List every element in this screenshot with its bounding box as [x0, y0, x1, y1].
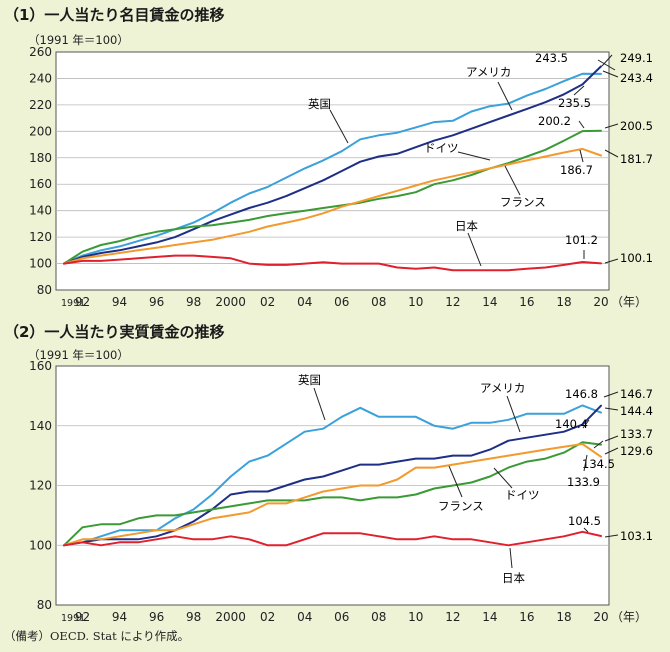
value-label-france-2019: 133.9: [567, 475, 600, 489]
value-label-germany-2020: 133.7: [620, 427, 653, 441]
value-label-usa-2019: 140.4: [555, 417, 588, 431]
value-label-uk-2020: 144.4: [620, 404, 653, 418]
y-tick-label: 160: [29, 177, 52, 191]
value-label-japan-2020: 100.1: [620, 251, 653, 265]
chart2-title: （2）一人当たり実質賃金の推移: [4, 323, 225, 341]
value-label-france-2020: 181.7: [620, 152, 653, 166]
x-axis-label: （年）: [611, 610, 647, 624]
value-label-uk-2020: 243.4: [620, 71, 653, 85]
series-line-usa: [63, 65, 602, 265]
x-tick-label: 04: [297, 610, 312, 624]
x-tick-label: 2000: [215, 295, 246, 309]
x-tick-label: 08: [371, 295, 386, 309]
value-label-japan-2020: 103.1: [620, 529, 653, 543]
series-line-japan: [63, 530, 602, 547]
series-label-germany: ドイツ: [424, 141, 459, 155]
x-tick-label: 94: [112, 610, 127, 624]
x-tick-label: 20: [593, 295, 608, 309]
value-label-france-2020: 129.6: [620, 444, 653, 458]
value-label-japan-2019: 104.5: [568, 514, 601, 528]
series-label-germany: ドイツ: [505, 488, 540, 502]
x-tick-label: 98: [186, 295, 201, 309]
series-label-usa: アメリカ: [480, 381, 525, 395]
x-tick-label: 94: [112, 295, 127, 309]
y-tick-label: 240: [29, 71, 52, 85]
value-label-usa-2020: 146.7: [620, 387, 653, 401]
value-label-uk-2019: 146.8: [565, 387, 598, 401]
series-line-uk: [63, 72, 602, 265]
y-tick-label: 120: [29, 230, 52, 244]
y-tick-label: 180: [29, 151, 52, 165]
series-label-japan: 日本: [455, 219, 478, 233]
y-tick-label: 80: [37, 598, 52, 612]
chart2-unit-label: （1991 年＝100）: [28, 348, 129, 362]
series-label-france: フランス: [500, 195, 546, 209]
y-tick-label: 140: [29, 419, 52, 433]
y-tick-label: 160: [29, 359, 52, 373]
series-line-germany: [63, 129, 602, 265]
x-tick-label: 02: [260, 610, 275, 624]
x-tick-label: 2000: [215, 610, 246, 624]
x-tick-label: 08: [371, 610, 386, 624]
chart1-title: （1）一人当たり名目賃金の推移: [4, 6, 225, 24]
source-note: （備考）OECD. Stat により作成。: [4, 629, 190, 643]
x-tick-label: 02: [260, 295, 275, 309]
series-line-japan: [63, 254, 602, 272]
x-tick-label: 04: [297, 295, 312, 309]
series-label-japan: 日本: [502, 571, 525, 585]
series-line-france: [63, 147, 602, 265]
series-label-france: フランス: [438, 499, 484, 513]
value-label-usa-2020: 249.1: [620, 51, 653, 65]
x-tick-label: 92: [75, 295, 90, 309]
value-label-uk-2019: 243.5: [535, 51, 568, 65]
y-tick-label: 100: [29, 257, 52, 271]
series-label-uk: 英国: [308, 97, 331, 111]
series-line-germany: [63, 441, 602, 547]
series-label-uk: 英国: [298, 373, 321, 387]
x-tick-label: 10: [408, 295, 423, 309]
value-label-germany-2019: 134.5: [582, 457, 615, 471]
chart1-unit-label: （1991 年＝100）: [28, 33, 129, 47]
y-tick-label: 80: [37, 283, 52, 297]
value-label-usa-2019: 235.5: [558, 96, 591, 110]
value-label-france-2019: 186.7: [560, 163, 593, 177]
x-tick-label: 18: [556, 295, 571, 309]
y-tick-label: 220: [29, 98, 52, 112]
x-tick-label: 96: [149, 295, 164, 309]
plot-area: [55, 51, 610, 291]
x-tick-label: 96: [149, 610, 164, 624]
x-tick-label: 12: [445, 610, 460, 624]
y-tick-label: 200: [29, 124, 52, 138]
x-tick-label: 12: [445, 295, 460, 309]
series-line-france: [63, 443, 602, 547]
x-tick-label: 1991: [61, 298, 85, 309]
x-tick-label: 20: [593, 610, 608, 624]
x-tick-label: 10: [408, 610, 423, 624]
x-tick-label: 92: [75, 610, 90, 624]
y-tick-label: 100: [29, 538, 52, 552]
series-line-usa: [63, 404, 602, 547]
x-tick-label: 14: [482, 610, 497, 624]
y-tick-label: 140: [29, 204, 52, 218]
x-tick-label: 16: [519, 610, 534, 624]
x-tick-label: 18: [556, 610, 571, 624]
x-axis-label: （年）: [611, 295, 647, 309]
x-tick-label: 16: [519, 295, 534, 309]
x-tick-label: 06: [334, 295, 349, 309]
y-tick-label: 260: [29, 45, 52, 59]
x-tick-label: 1991: [61, 613, 85, 624]
value-label-japan-2019: 101.2: [565, 233, 598, 247]
value-label-germany-2020: 200.5: [620, 119, 653, 133]
y-tick-label: 120: [29, 479, 52, 493]
series-label-usa: アメリカ: [466, 65, 511, 79]
x-tick-label: 98: [186, 610, 201, 624]
value-label-germany-2019: 200.2: [538, 114, 571, 128]
x-tick-label: 06: [334, 610, 349, 624]
x-tick-label: 14: [482, 295, 497, 309]
